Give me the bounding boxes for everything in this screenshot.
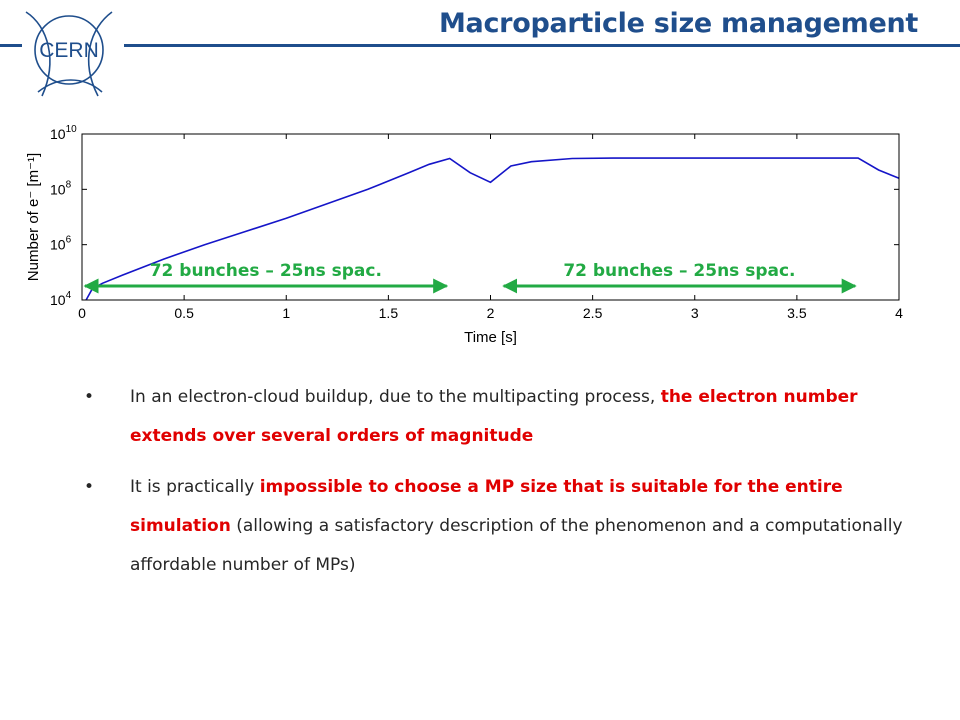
y-tick-label: 1010 [50, 124, 77, 142]
x-tick-label: 0 [78, 305, 86, 321]
cern-logo: CERN [25, 11, 113, 97]
x-axis-label: Time [s] [464, 329, 517, 346]
x-tick-label: 0.5 [174, 305, 194, 321]
header-rule-right [124, 44, 960, 47]
series-line [85, 157, 900, 301]
x-tick-label: 4 [895, 305, 903, 321]
bunch-train-label: 72 bunches – 25ns spac. [150, 261, 382, 281]
header-rule-left [0, 44, 22, 47]
x-tick-label: 3 [691, 305, 699, 321]
x-tick-label: 3.5 [787, 305, 807, 321]
bunch-train-label: 72 bunches – 25ns spac. [563, 261, 795, 281]
y-tick-label: 106 [50, 235, 72, 253]
bullet-dot: • [84, 477, 95, 497]
y-tick-label: 108 [50, 179, 72, 197]
logo-text: CERN [39, 39, 99, 62]
bullet-text: In an electron-cloud buildup, due to the… [130, 387, 661, 407]
x-tick-label: 2 [487, 305, 495, 321]
slide-title: Macroparticle size management [438, 8, 918, 39]
bullet-item: • It is practically impossible to choose … [84, 468, 904, 585]
y-tick-label: 104 [50, 290, 72, 308]
x-tick-label: 2.5 [583, 305, 603, 321]
bullet-list: • In an electron-cloud buildup, due to th… [84, 378, 904, 597]
plot-frame [81, 133, 900, 301]
bullet-dot: • [84, 387, 95, 407]
highlighted-text: impossible to choose a MP size that is s… [130, 477, 843, 536]
bullet-text: (allowing a satisfactory description of … [130, 516, 903, 575]
y-axis-label: Number of e⁻ [m⁻¹] [25, 153, 42, 281]
bullet-text: It is practically [130, 477, 260, 497]
highlighted-text: the electron number extends over several… [130, 387, 858, 446]
bullet-item: • In an electron-cloud buildup, due to th… [84, 378, 904, 456]
x-tick-label: 1 [282, 305, 290, 321]
x-tick-label: 1.5 [379, 305, 399, 321]
electron-number-chart: 0 0.5 1 1.5 2 2.5 3 3.5 4 104 106 108 1010 72 bunches… [25, 124, 903, 346]
